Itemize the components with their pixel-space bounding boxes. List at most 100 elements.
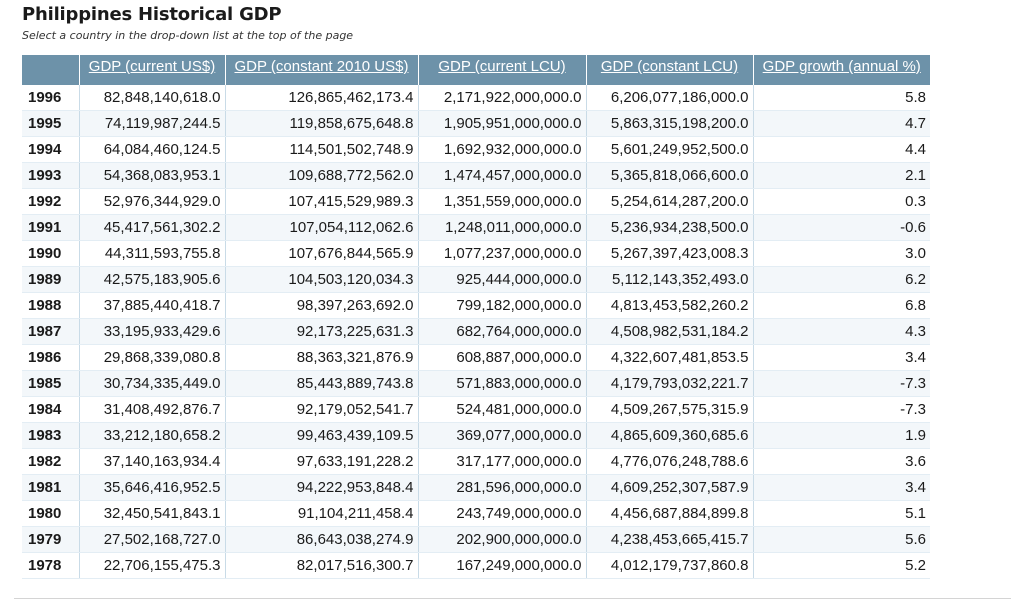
value-cell: 281,596,000,000.0	[418, 474, 587, 501]
value-cell: 1,692,932,000,000.0	[418, 136, 587, 163]
year-cell: 1987	[22, 318, 80, 345]
value-cell: -7.3	[753, 396, 930, 423]
column-header-1[interactable]: GDP (current US$)	[79, 55, 226, 85]
value-cell: 4,609,252,307,587.9	[586, 474, 754, 501]
year-cell: 1996	[22, 85, 80, 111]
value-cell: 31,408,492,876.7	[79, 396, 226, 423]
table-row: 1985 30,734,335,449.0 85,443,889,743.8 571,…	[22, 370, 930, 397]
value-cell: 3.4	[753, 474, 930, 501]
table-row: 1990 44,311,593,755.8 107,676,844,565.9 1,0…	[22, 240, 930, 267]
value-cell: 0.3	[753, 188, 930, 215]
divider	[14, 598, 1011, 599]
value-cell: 37,140,163,934.4	[79, 448, 226, 475]
gdp-table: GDP (current US$) GDP (constant 2010 US$)…	[22, 55, 930, 579]
value-cell: 167,249,000,000.0	[418, 552, 587, 579]
table-row: 1981 35,646,416,952.5 94,222,953,848.4 281,…	[22, 474, 930, 501]
value-cell: 88,363,321,876.9	[225, 344, 419, 371]
table-row: 1986 29,868,339,080.8 88,363,321,876.9 608,…	[22, 344, 930, 371]
value-cell: 92,179,052,541.7	[225, 396, 419, 423]
value-cell: 4,012,179,737,860.8	[586, 552, 754, 579]
column-sort-link[interactable]: GDP (current LCU)	[438, 58, 566, 75]
year-cell: 1979	[22, 526, 80, 553]
value-cell: 5,236,934,238,500.0	[586, 214, 754, 241]
value-cell: 114,501,502,748.9	[225, 136, 419, 163]
value-cell: 369,077,000,000.0	[418, 422, 587, 449]
table-row: 1983 33,212,180,658.2 99,463,439,109.5 369,…	[22, 422, 930, 449]
value-cell: 27,502,168,727.0	[79, 526, 226, 553]
value-cell: 608,887,000,000.0	[418, 344, 587, 371]
table-row: 1989 42,575,183,905.6 104,503,120,034.3 925…	[22, 266, 930, 293]
value-cell: 97,633,191,228.2	[225, 448, 419, 475]
year-cell: 1990	[22, 240, 80, 267]
value-cell: 4,238,453,665,415.7	[586, 526, 754, 553]
value-cell: 44,311,593,755.8	[79, 240, 226, 267]
value-cell: 5,254,614,287,200.0	[586, 188, 754, 215]
year-cell: 1984	[22, 396, 80, 423]
table-row: 1979 27,502,168,727.0 86,643,038,274.9 202,…	[22, 526, 930, 553]
year-cell: 1985	[22, 370, 80, 397]
value-cell: 45,417,561,302.2	[79, 214, 226, 241]
value-cell: 6,206,077,186,000.0	[586, 85, 754, 111]
value-cell: 119,858,675,648.8	[225, 110, 419, 137]
table-row: 1993 54,368,083,953.1 109,688,772,562.0 1,4…	[22, 162, 930, 189]
value-cell: 99,463,439,109.5	[225, 422, 419, 449]
page-title: Philippines Historical GDP	[22, 4, 282, 25]
value-cell: 5.8	[753, 85, 930, 111]
year-cell: 1989	[22, 266, 80, 293]
value-cell: 4,179,793,032,221.7	[586, 370, 754, 397]
value-cell: 571,883,000,000.0	[418, 370, 587, 397]
value-cell: 94,222,953,848.4	[225, 474, 419, 501]
value-cell: 1,474,457,000,000.0	[418, 162, 587, 189]
column-header-3[interactable]: GDP (current LCU)	[418, 55, 587, 85]
year-cell: 1982	[22, 448, 80, 475]
table-row: 1996 82,848,140,618.0 126,865,462,173.4 2,1…	[22, 85, 930, 111]
column-sort-link[interactable]: GDP growth (annual %)	[762, 58, 921, 75]
year-cell: 1994	[22, 136, 80, 163]
header-row: GDP (current US$) GDP (constant 2010 US$)…	[22, 55, 930, 85]
value-cell: 4,776,076,248,788.6	[586, 448, 754, 475]
value-cell: 54,368,083,953.1	[79, 162, 226, 189]
value-cell: 42,575,183,905.6	[79, 266, 226, 293]
value-cell: 107,676,844,565.9	[225, 240, 419, 267]
table-header: GDP (current US$) GDP (constant 2010 US$)…	[22, 55, 930, 85]
table-row: 1982 37,140,163,934.4 97,633,191,228.2 317,…	[22, 448, 930, 475]
year-cell: 1991	[22, 214, 80, 241]
table-row: 1978 22,706,155,475.3 82,017,516,300.7 167,…	[22, 552, 930, 579]
year-cell: 1992	[22, 188, 80, 215]
value-cell: 317,177,000,000.0	[418, 448, 587, 475]
year-cell: 1986	[22, 344, 80, 371]
value-cell: 32,450,541,843.1	[79, 500, 226, 527]
value-cell: 82,848,140,618.0	[79, 85, 226, 111]
value-cell: 2,171,922,000,000.0	[418, 85, 587, 111]
value-cell: 243,749,000,000.0	[418, 500, 587, 527]
value-cell: 1,351,559,000,000.0	[418, 188, 587, 215]
value-cell: 3.6	[753, 448, 930, 475]
table-body: 1996 82,848,140,618.0 126,865,462,173.4 2,1…	[22, 85, 930, 579]
year-cell: 1983	[22, 422, 80, 449]
column-sort-link[interactable]: GDP (current US$)	[88, 58, 216, 75]
year-cell: 1988	[22, 292, 80, 319]
value-cell: 52,976,344,929.0	[79, 188, 226, 215]
value-cell: 4,508,982,531,184.2	[586, 318, 754, 345]
value-cell: 1,248,011,000,000.0	[418, 214, 587, 241]
value-cell: 33,212,180,658.2	[79, 422, 226, 449]
column-sort-link[interactable]: GDP (constant 2010 US$)	[234, 58, 409, 75]
value-cell: 4.4	[753, 136, 930, 163]
column-sort-link[interactable]: GDP (constant LCU)	[600, 58, 739, 75]
column-header-2[interactable]: GDP (constant 2010 US$)	[225, 55, 419, 85]
value-cell: 682,764,000,000.0	[418, 318, 587, 345]
value-cell: 1,077,237,000,000.0	[418, 240, 587, 267]
year-cell: 1981	[22, 474, 80, 501]
value-cell: 74,119,987,244.5	[79, 110, 226, 137]
year-cell: 1993	[22, 162, 80, 189]
value-cell: 98,397,263,692.0	[225, 292, 419, 319]
value-cell: 4,456,687,884,899.8	[586, 500, 754, 527]
value-cell: 30,734,335,449.0	[79, 370, 226, 397]
value-cell: 4,322,607,481,853.5	[586, 344, 754, 371]
value-cell: 4,509,267,575,315.9	[586, 396, 754, 423]
column-header-4[interactable]: GDP (constant LCU)	[586, 55, 754, 85]
value-cell: 1,905,951,000,000.0	[418, 110, 587, 137]
table-row: 1987 33,195,933,429.6 92,173,225,631.3 682,…	[22, 318, 930, 345]
table-row: 1991 45,417,561,302.2 107,054,112,062.6 1,2…	[22, 214, 930, 241]
column-header-5[interactable]: GDP growth (annual %)	[753, 55, 930, 85]
